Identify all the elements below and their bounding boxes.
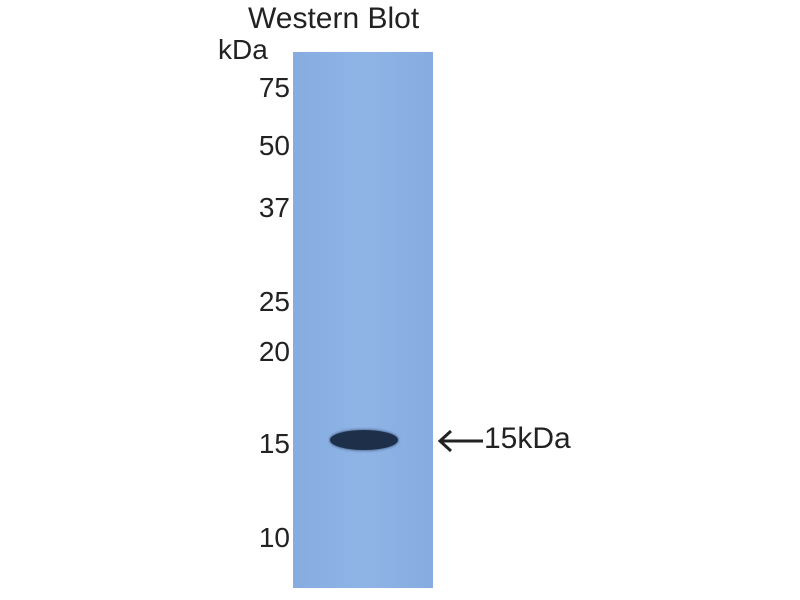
protein-band [330,430,398,450]
marker-label: 15 [258,428,290,459]
unit-label: kDa [218,34,268,65]
figure-title: Western Blot [248,2,420,35]
marker-label: 37 [258,192,290,223]
blot-lane [293,52,433,588]
marker-label: 75 [258,72,290,103]
marker-label: 50 [258,130,290,161]
marker-label: 20 [258,336,290,367]
left-arrow-icon [437,429,483,453]
marker-label: 25 [258,286,290,317]
marker-label: 10 [258,522,290,553]
band-label: 15kDa [484,422,571,455]
